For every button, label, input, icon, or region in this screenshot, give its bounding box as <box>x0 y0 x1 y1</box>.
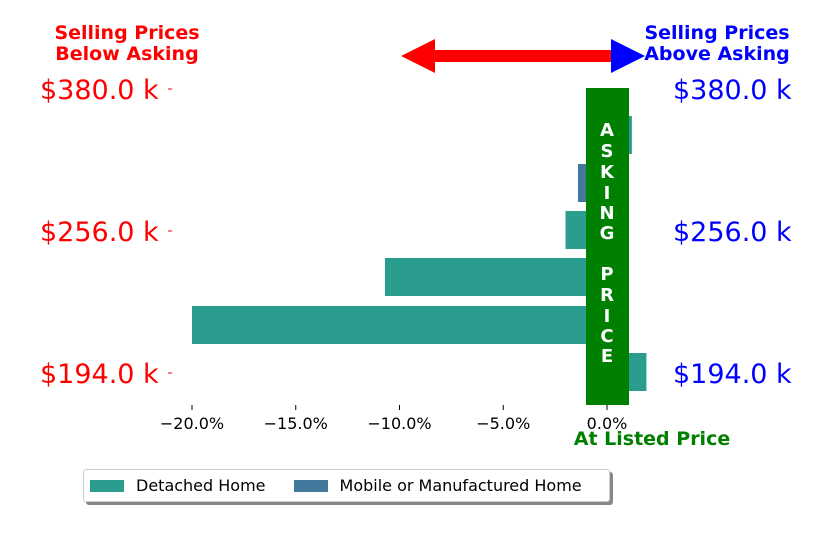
left-title-line1: Selling Prices <box>54 22 199 44</box>
band-letter: E <box>601 346 613 367</box>
left-title-line2: Below Asking <box>55 43 198 65</box>
legend-swatch-detached <box>90 479 124 492</box>
band-letter: N <box>599 203 614 224</box>
right-title-line2: Above Asking <box>644 43 790 65</box>
band-letter: P <box>600 264 613 285</box>
left-price-label: $256.0 k <box>40 217 159 248</box>
bar-5 <box>192 306 607 344</box>
left-price-label: $380.0 k <box>40 75 159 106</box>
legend-label-mobile: Mobile or Manufactured Home <box>339 476 582 495</box>
x-tick-label: −15.0% <box>264 414 328 433</box>
asking-price-band <box>586 88 629 405</box>
right-price-label: $380.0 k <box>673 75 792 106</box>
x-axis-label: At Listed Price <box>574 428 730 450</box>
x-tick-label: −5.0% <box>476 414 530 433</box>
legend-item-mobile: Mobile or Manufactured Home <box>293 476 582 495</box>
right-title-line1: Selling Prices <box>644 22 789 44</box>
x-tick-label: −20.0% <box>160 414 224 433</box>
legend-item-detached: Detached Home <box>90 476 266 495</box>
band-letter: C <box>600 326 613 347</box>
bars-group <box>192 116 647 391</box>
band-letter: I <box>604 183 611 204</box>
band-letter: S <box>601 141 614 162</box>
band-letter: G <box>600 223 615 244</box>
right-price-label: $194.0 k <box>673 359 792 390</box>
x-tick-label: −10.0% <box>367 414 431 433</box>
band-letter: R <box>600 285 614 306</box>
right-price-label: $256.0 k <box>673 217 792 248</box>
left-price-label: $194.0 k <box>40 359 159 390</box>
band-letter: A <box>600 120 614 141</box>
x-axis-ticks: −20.0% −15.0% −10.0% −5.0% 0.0% <box>160 405 627 433</box>
legend: Detached Home Mobile or Manufactured Hom… <box>83 469 610 502</box>
legend-swatch-mobile <box>293 479 328 492</box>
bar-4 <box>384 258 607 296</box>
double-arrow-icon <box>401 39 645 73</box>
x-tick-label: 0.0% <box>587 414 628 433</box>
left-price-labels: $380.0 k $256.0 k $194.0 k <box>40 75 172 390</box>
band-letter: I <box>604 306 611 327</box>
band-letter: K <box>600 162 615 183</box>
legend-label-detached: Detached Home <box>136 476 266 495</box>
right-price-labels: $380.0 k $256.0 k $194.0 k <box>673 75 792 390</box>
